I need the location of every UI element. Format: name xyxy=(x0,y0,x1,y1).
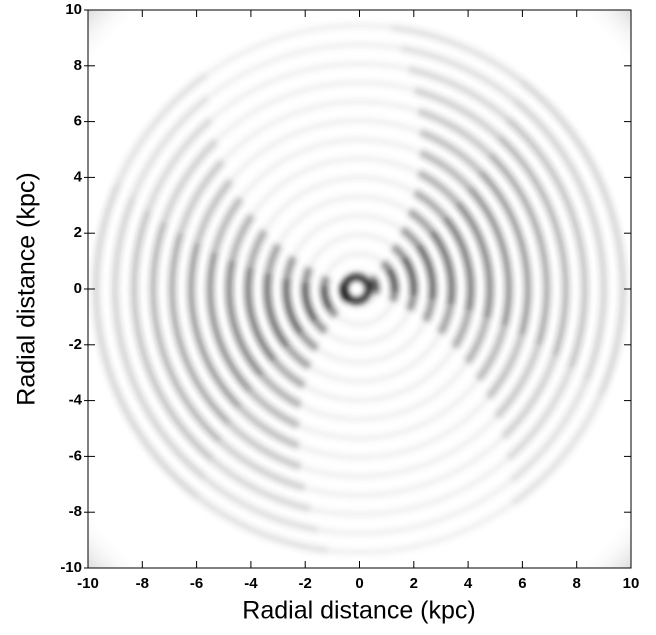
dense-arc-core xyxy=(416,243,436,300)
x-tick-label: 2 xyxy=(410,575,418,592)
dense-arc-core xyxy=(169,232,232,426)
dense-arc-core xyxy=(455,201,493,318)
y-tick-label: 8 xyxy=(74,57,82,74)
x-tick-label: 0 xyxy=(355,575,363,592)
dense-arc-core xyxy=(264,273,290,348)
dense-arc-core xyxy=(207,252,252,393)
y-tick-label: -6 xyxy=(69,447,82,464)
dense-arc-core xyxy=(477,169,531,336)
x-tick-label: -8 xyxy=(136,575,149,592)
dense-arc-core xyxy=(487,152,550,346)
x-tick-label: 6 xyxy=(518,575,526,592)
y-tick-label: -4 xyxy=(69,392,83,409)
dense-arc-core xyxy=(370,278,379,291)
dense-arc-core xyxy=(302,282,318,322)
x-tick-label: 10 xyxy=(623,575,640,592)
y-tick-label: 10 xyxy=(65,1,82,18)
dense-arc-core xyxy=(512,97,607,382)
dense-arc-core xyxy=(386,268,398,293)
dense-arc-core xyxy=(245,267,276,362)
dense-arc-core xyxy=(519,78,626,396)
dense-arc-core xyxy=(93,182,200,500)
axes: -10 -8 -6 -4 -2 0 2 4 6 8 10 -10 -8 -6 -4 -2 0 2 4 6 8 10 xyxy=(60,1,639,592)
dense-arc-core xyxy=(401,256,417,296)
x-tick-label: -6 xyxy=(190,575,203,592)
dense-arc-core xyxy=(188,242,242,409)
y-tick-label: -2 xyxy=(69,336,82,353)
y-tick-label: -8 xyxy=(69,503,82,520)
x-tick-label: -2 xyxy=(299,575,312,592)
dense-arc-core xyxy=(321,285,333,310)
x-tick-label: 4 xyxy=(464,575,473,592)
dense-arc-core xyxy=(443,216,474,311)
dense-arc-core xyxy=(226,260,264,377)
y-axis-label: Radial distance (kpc) xyxy=(13,172,41,405)
x-tick-label: 8 xyxy=(573,575,581,592)
dense-arc-core xyxy=(429,230,455,305)
dense-arc-core xyxy=(131,209,214,462)
dense-arc-core xyxy=(112,196,207,481)
x-tick-label: -10 xyxy=(77,575,99,592)
x-tick-label: -4 xyxy=(244,575,258,592)
y-tick-label: -10 xyxy=(60,559,82,576)
ring-pattern xyxy=(92,23,627,555)
core xyxy=(340,273,373,305)
dense-arc-core xyxy=(283,278,303,335)
y-tick-label: 0 xyxy=(74,280,82,297)
dense-arc-core xyxy=(505,116,588,369)
y-tick-label: 2 xyxy=(74,224,82,241)
y-tick-label: 4 xyxy=(74,168,83,185)
density-image xyxy=(88,10,631,568)
y-tick-label: 6 xyxy=(74,113,82,130)
dense-arc-core xyxy=(467,185,512,326)
dense-arc-core xyxy=(497,134,569,357)
dense-arc-core xyxy=(150,221,222,444)
x-axis-label: Radial distance (kpc) xyxy=(242,597,475,625)
